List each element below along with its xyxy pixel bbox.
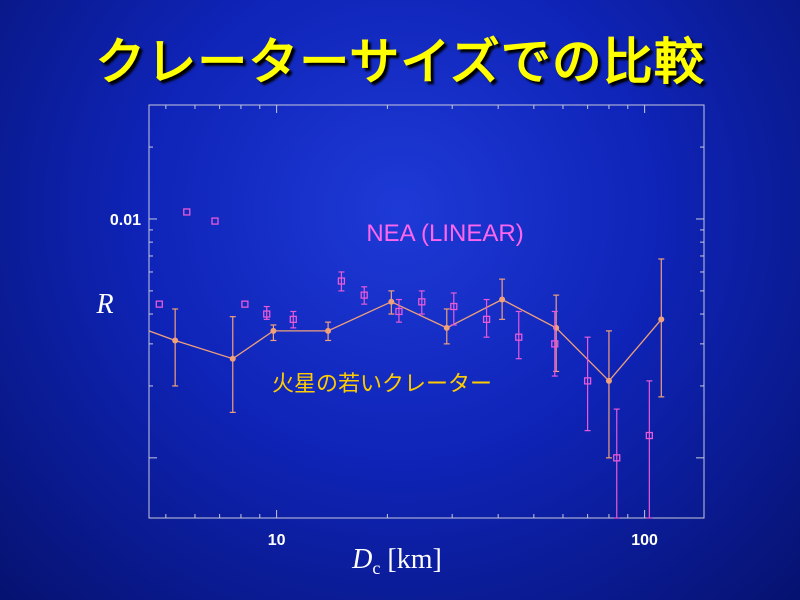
nea-point <box>645 431 653 440</box>
mars-point <box>325 327 332 334</box>
mars-point <box>605 377 612 384</box>
nea-series <box>155 208 653 519</box>
nea-point <box>183 208 191 216</box>
nea-point <box>241 300 249 308</box>
x-tick-label: 100 <box>631 532 658 549</box>
nea-point <box>450 302 458 311</box>
x-axis-label-sub: c <box>372 558 380 578</box>
nea-point <box>211 217 219 225</box>
nea-point <box>395 307 403 316</box>
mars-point <box>229 355 236 362</box>
plot-area <box>148 104 705 519</box>
nea-point <box>551 340 559 348</box>
y-axis-label: R <box>95 289 113 320</box>
nea-series-label: NEA (LINEAR) <box>366 220 523 247</box>
mars-series-label: 火星の若いクレーター <box>272 372 492 397</box>
mars-point <box>658 316 665 323</box>
slide-title: クレーターサイズでの比較 <box>95 33 705 91</box>
mars-series-line-lead <box>148 330 176 342</box>
nea-point <box>263 310 271 318</box>
mars-series <box>148 258 665 459</box>
mars-series-line <box>175 298 662 382</box>
nea-point <box>482 315 491 324</box>
nea-point <box>360 291 368 299</box>
y-ticks: 0.01 <box>110 104 704 459</box>
mars-point <box>553 324 560 331</box>
nea-point <box>337 277 346 285</box>
nea-point <box>155 300 163 308</box>
nea-point <box>583 377 592 385</box>
series-layer <box>148 208 665 519</box>
x-axis-label: Dc [km] <box>351 544 442 578</box>
x-tick-label: 10 <box>268 532 286 549</box>
mars-point <box>172 337 179 344</box>
plot-frame-group <box>148 104 705 519</box>
nea-point <box>515 333 523 341</box>
x-ticks: 10 100 <box>165 105 658 549</box>
y-tick-label: 0.01 <box>110 212 141 229</box>
mars-point <box>499 296 506 303</box>
x-axis-label-unit: [km] <box>380 544 441 575</box>
nea-point <box>289 315 297 324</box>
x-axis-label-var: D <box>351 544 372 575</box>
nea-point <box>418 298 426 306</box>
mars-point <box>270 327 277 334</box>
mars-point <box>388 298 395 305</box>
nea-point <box>613 454 621 462</box>
mars-point <box>443 324 450 331</box>
